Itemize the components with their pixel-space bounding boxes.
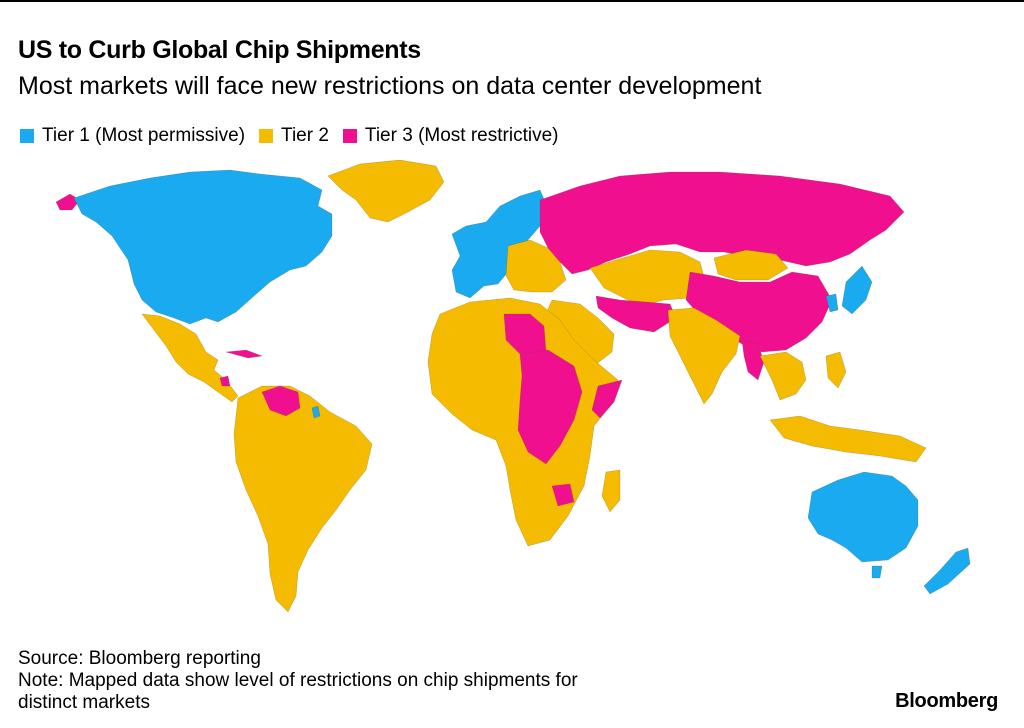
region-australia [807,471,919,563]
region-nicaragua [219,375,231,387]
region-tasmania [871,565,883,579]
region-north-america-tier1 [73,169,333,325]
region-venezuela [261,385,301,417]
region-french-guiana [311,405,321,419]
region-indochina [759,351,807,401]
legend-swatch-tier2 [259,129,274,143]
region-japan [841,265,873,315]
chart-subtitle: Most markets will face new restrictions … [18,72,762,100]
chart-title: US to Curb Global Chip Shipments [18,36,421,64]
region-zimbabwe [551,483,575,507]
region-somalia [591,379,623,419]
region-mongolia [713,249,789,281]
region-philippines [825,351,847,389]
footer: Source: Bloomberg reporting Note: Mapped… [18,648,578,714]
world-map [55,160,971,613]
legend-item-tier1: Tier 1 (Most permissive) [20,125,245,147]
legend-swatch-tier3 [342,129,357,143]
region-indonesia [769,415,927,463]
region-sudan-central-africa [517,349,583,465]
note-text-line2: distinct markets [18,692,150,713]
region-greenland [327,160,445,223]
region-india [667,307,741,405]
legend-item-tier2: Tier 2 [259,125,329,147]
legend-label-tier3: Tier 3 (Most restrictive) [364,125,559,146]
region-madagascar [601,469,621,513]
region-eastern-europe [505,239,567,293]
legend: Tier 1 (Most permissive) Tier 2 Tier 3 (… [20,125,572,147]
note-text-line1: Note: Mapped data show level of restrict… [18,670,578,691]
region-iran-afghanistan [595,295,677,333]
legend-label-tier1: Tier 1 (Most permissive) [42,125,246,146]
region-mexico-central-america [141,313,239,403]
bloomberg-logo: Bloomberg [895,690,998,712]
legend-swatch-tier1 [20,129,34,143]
region-russia [539,171,905,275]
region-myanmar [741,339,765,381]
region-south-america [233,385,373,613]
region-cuba [225,349,263,359]
legend-label-tier2: Tier 2 [281,125,329,146]
region-new-zealand [923,547,971,595]
legend-item-tier3: Tier 3 (Most restrictive) [342,125,559,147]
top-rule [0,0,1024,2]
source-text: Source: Bloomberg reporting [18,648,261,669]
region-korea [825,293,839,313]
